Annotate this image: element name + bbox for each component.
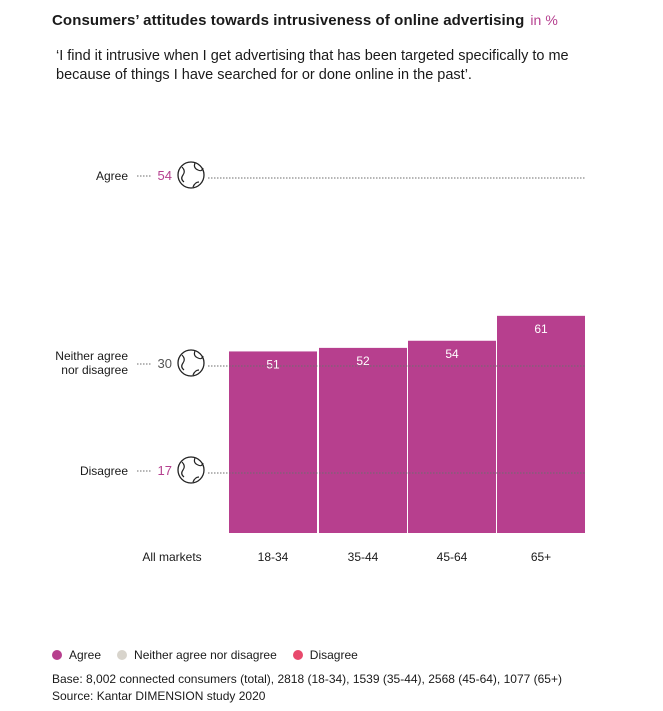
all-markets-label-neither-agree-nor-disagree: Neither agree nor disagree xyxy=(55,349,128,377)
legend-label-neither: Neither agree nor disagree xyxy=(134,648,277,662)
legend-swatch-neither xyxy=(117,650,128,660)
bar-agree-18-34 xyxy=(229,351,317,533)
x-tick-label-45-64: 45-64 xyxy=(437,550,468,564)
bar-agree-65+ xyxy=(497,315,585,533)
bar-agree-35-44 xyxy=(319,347,407,533)
data-label-agree-45-64: 54 xyxy=(445,347,459,361)
legend-swatch-disagree xyxy=(292,650,303,660)
chart-legend: Agree Neither agree nor disagree Disagre… xyxy=(52,648,374,662)
chart-unit: in % xyxy=(530,12,558,28)
all-markets-label: All markets xyxy=(142,550,201,564)
globe-icon xyxy=(177,349,205,377)
chart-canvas: 17325118-3415325235-4417285445-641623616… xyxy=(55,161,586,564)
all-markets-label-disagree: Disagree xyxy=(80,464,128,478)
legend-item-agree: Agree xyxy=(52,648,101,662)
globe-icon-continents xyxy=(181,350,204,376)
legend-label-disagree: Disagree xyxy=(309,648,358,662)
chart-notes: Base: 8,002 connected consumers (total),… xyxy=(52,671,562,705)
chart-title-text: Consumers’ attitudes towards intrusivene… xyxy=(52,12,525,29)
all-markets-value-disagree: 17 xyxy=(158,463,172,478)
legend-label-agree: Agree xyxy=(69,648,102,662)
base-note: Base: 8,002 connected consumers (total),… xyxy=(52,672,562,686)
all-markets-value-agree: 54 xyxy=(158,168,172,183)
x-tick-label-35-44: 35-44 xyxy=(348,550,379,564)
x-tick-label-18-34: 18-34 xyxy=(258,550,289,564)
globe-icon-continents xyxy=(181,162,204,188)
data-label-agree-35-44: 52 xyxy=(356,354,370,368)
all-markets-value-neither-agree-nor-disagree: 30 xyxy=(158,356,172,371)
all-markets-label-agree: Agree xyxy=(96,169,128,183)
x-tick-label-65+: 65+ xyxy=(531,550,551,564)
globe-icon xyxy=(177,456,205,484)
globe-icon-continents xyxy=(181,457,204,483)
legend-swatch-agree xyxy=(52,650,62,660)
globe-icon xyxy=(177,161,205,189)
legend-item-neither: Neither agree nor disagree xyxy=(117,648,277,662)
legend-item-disagree: Disagree xyxy=(292,648,358,662)
data-label-agree-18-34: 51 xyxy=(266,357,280,371)
source-note: Source: Kantar DIMENSION study 2020 xyxy=(52,689,266,703)
chart-title: Consumers’ attitudes towards intrusivene… xyxy=(52,12,558,29)
bar-agree-45-64 xyxy=(408,340,496,533)
chart-subtitle-quote: ‘I find it intrusive when I get advertis… xyxy=(56,48,569,83)
data-label-agree-65+: 61 xyxy=(534,322,548,336)
